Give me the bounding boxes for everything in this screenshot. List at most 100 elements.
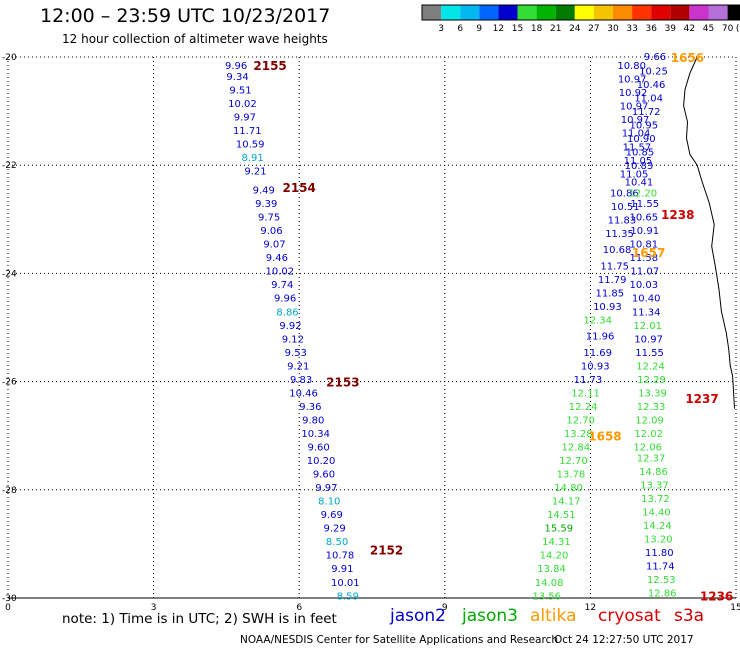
wave-height-value: 9.91 xyxy=(331,564,353,575)
pass-number-label: 1237 xyxy=(685,392,718,406)
wave-height-value: 10.97 xyxy=(620,102,649,113)
wave-height-value: 9.29 xyxy=(323,524,345,535)
wave-height-value: 9.96 xyxy=(225,61,247,72)
wave-height-value: 9.74 xyxy=(271,280,293,291)
wave-height-value: 12.33 xyxy=(637,402,666,413)
wave-height-value: 10.85 xyxy=(626,148,655,159)
wave-height-value: 12.70 xyxy=(559,456,588,467)
wave-height-value: 8.10 xyxy=(318,497,340,508)
wave-height-value: 12.70 xyxy=(566,415,595,426)
wave-height-value: 13.37 xyxy=(640,480,669,491)
wave-height-value: 11.04 xyxy=(634,94,663,105)
wave-height-value: 12.24 xyxy=(569,402,598,413)
legend-swatch xyxy=(479,5,499,20)
wave-height-value: 10.93 xyxy=(581,361,610,372)
wave-height-value: 11.80 xyxy=(645,548,674,559)
legend-tick-label: 39 xyxy=(665,24,677,34)
wave-height-value: 9.97 xyxy=(234,113,256,124)
units-note: note: 1) Time is in UTC; 2) SWH is in fe… xyxy=(62,611,337,627)
wave-height-value: 10.01 xyxy=(331,578,360,589)
wave-height-value: 9.66 xyxy=(644,52,666,63)
wave-height-value: 13.20 xyxy=(644,534,673,545)
wave-height-value: 9.21 xyxy=(287,361,309,372)
wave-height-value: 10.02 xyxy=(265,267,294,278)
legend-swatch xyxy=(441,5,461,20)
wave-height-value: 10.65 xyxy=(629,213,658,224)
wave-height-value: 10.02 xyxy=(228,99,257,110)
legend-tick-label: 45 xyxy=(703,24,714,34)
legend-tick-label: 9 xyxy=(476,24,482,34)
wave-height-value: 10.97 xyxy=(621,115,650,126)
legend-tick-label: 33 xyxy=(626,24,637,34)
wave-height-value: 10.40 xyxy=(632,294,661,305)
wave-height-value: 10.95 xyxy=(629,121,658,132)
wave-height-value: 11.05 xyxy=(620,169,649,180)
satellite-jason3: jason3 xyxy=(462,606,518,626)
wave-height-value: 10.59 xyxy=(236,140,265,151)
satellite-jason2: jason2 xyxy=(390,606,446,626)
legend-tick-label: 21 xyxy=(550,24,561,34)
legend-swatch xyxy=(422,5,442,20)
wave-height-value: 10.83 xyxy=(625,161,654,172)
x-tick-label: 9 xyxy=(442,603,448,613)
legend-tick-label: 27 xyxy=(588,24,599,34)
wave-height-value: 11.69 xyxy=(583,348,612,359)
wave-height-value: 10.03 xyxy=(629,280,658,291)
x-tick-label: 6 xyxy=(296,603,302,613)
wave-height-value: 11.57 xyxy=(623,142,652,153)
satellite-s3a: s3a xyxy=(674,606,705,626)
wave-height-value: 9.96 xyxy=(274,294,296,305)
page-title: 12:00 – 23:59 UTC 10/23/2017 xyxy=(40,5,331,27)
y-tick-label: -30 xyxy=(2,594,17,604)
wave-height-value: 13.28 xyxy=(564,429,593,440)
legend-swatch xyxy=(689,5,709,20)
wave-height-value: 13.39 xyxy=(638,388,667,399)
wave-height-value: 9.36 xyxy=(299,402,321,413)
wave-height-value: 10.46 xyxy=(289,388,318,399)
wave-height-value: 13.78 xyxy=(557,470,586,481)
legend-tick-label: 18 xyxy=(531,24,543,34)
wave-height-value: 12.29 xyxy=(637,375,666,386)
wave-height-value: 10.80 xyxy=(617,61,646,72)
wave-height-value: 8.91 xyxy=(241,153,263,164)
wave-height-value: 10.78 xyxy=(326,551,355,562)
wave-height-value: 13.84 xyxy=(537,564,566,575)
wave-height-value: 9.60 xyxy=(313,470,335,481)
legend-tick-label: 70 xyxy=(722,24,734,34)
pass-number-label: 1656 xyxy=(671,51,704,65)
wave-height-value: 14.24 xyxy=(643,521,672,532)
page-subtitle: 12 hour collection of altimeter wave hei… xyxy=(62,32,328,46)
wave-height-value: 12.11 xyxy=(571,388,600,399)
wave-height-value: 9.69 xyxy=(321,510,343,521)
wave-height-value: 11.72 xyxy=(632,107,661,118)
wave-height-value: 14.31 xyxy=(542,537,571,548)
legend-tick-label: 30 xyxy=(607,24,619,34)
wave-height-value: 13.72 xyxy=(641,494,670,505)
wave-height-value: 11.07 xyxy=(630,267,659,278)
y-tick-label: -28 xyxy=(2,486,17,496)
wave-height-value: 9.07 xyxy=(263,240,285,251)
wave-height-value: 9.92 xyxy=(279,321,301,332)
legend-swatch xyxy=(651,5,671,20)
wave-height-value: 9.12 xyxy=(282,334,304,345)
y-tick-label: -20 xyxy=(2,53,17,63)
pass-number-label: 1658 xyxy=(588,430,621,444)
wave-height-value: 11.79 xyxy=(598,275,627,286)
wave-height-value: 10.46 xyxy=(637,80,666,91)
coastline xyxy=(683,56,735,409)
legend-unit-label: (ft) xyxy=(736,24,740,34)
wave-height-value: 9.60 xyxy=(307,443,329,454)
wave-height-value: 10.90 xyxy=(627,134,656,145)
wave-height-value: 9.51 xyxy=(229,85,251,96)
x-tick-label: 12 xyxy=(585,603,596,613)
wave-height-value: 9.53 xyxy=(285,348,307,359)
legend-swatch xyxy=(574,5,594,20)
wave-height-value: 12.84 xyxy=(562,443,591,454)
wave-height-value: 12.37 xyxy=(637,453,666,464)
legend-swatch xyxy=(555,5,575,20)
wave-height-value: 11.55 xyxy=(630,199,659,210)
wave-height-value: 10.93 xyxy=(593,302,622,313)
wave-height-value: 9.83 xyxy=(290,375,312,386)
